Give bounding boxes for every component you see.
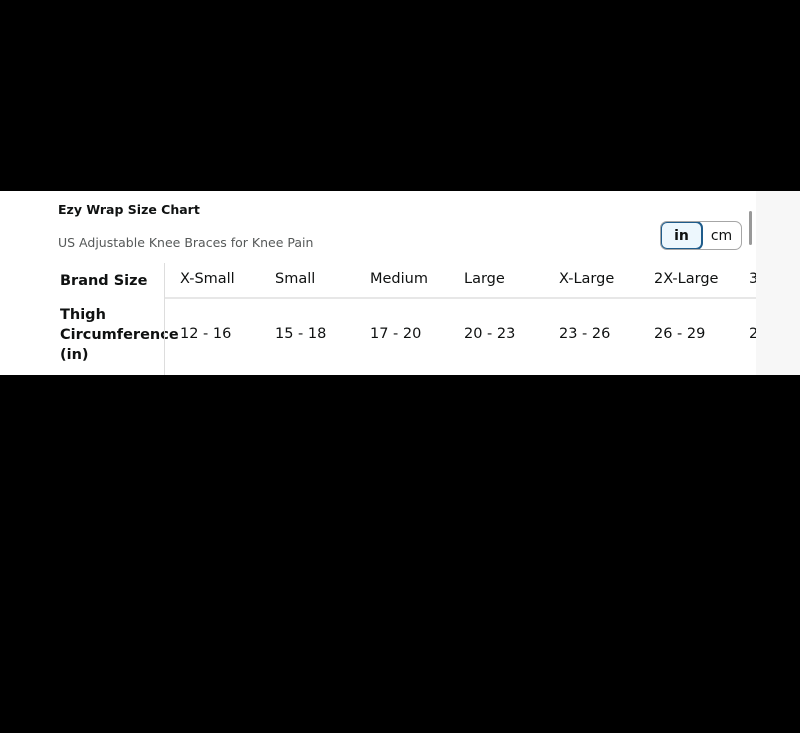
size-header-cell: 2X-Large bbox=[654, 271, 719, 287]
thigh-value-cell: 20 - 23 bbox=[464, 326, 516, 342]
size-header-cell: X-Large bbox=[559, 271, 615, 287]
size-chart-panel: Ezy Wrap Size Chart US Adjustable Knee B… bbox=[0, 191, 756, 375]
row-divider bbox=[165, 297, 756, 299]
column-divider bbox=[164, 263, 165, 375]
size-header-cell: 3 bbox=[749, 271, 756, 287]
thigh-value-cell: 26 - 29 bbox=[654, 326, 706, 342]
row-header-line: Circumference bbox=[60, 327, 179, 343]
chart-subtitle: US Adjustable Knee Braces for Knee Pain bbox=[58, 235, 314, 250]
row-header-brand-size: Brand Size bbox=[60, 273, 148, 289]
thigh-value-cell: 23 - 26 bbox=[559, 326, 611, 342]
thigh-value-cell: 15 - 18 bbox=[275, 326, 327, 342]
row-header-thigh: Thigh Circumference (in) bbox=[60, 305, 179, 365]
thigh-value-cell: 12 - 16 bbox=[180, 326, 232, 342]
scrollbar[interactable] bbox=[749, 211, 752, 245]
row-header-line: Thigh bbox=[60, 307, 106, 323]
size-header-cell: X-Small bbox=[180, 271, 235, 287]
size-header-cell: Small bbox=[275, 271, 316, 287]
thigh-value-cell: 2 bbox=[749, 326, 756, 342]
size-header-cell: Large bbox=[464, 271, 505, 287]
size-header-cell: Medium bbox=[370, 271, 428, 287]
side-gutter bbox=[756, 191, 800, 375]
unit-in-button[interactable]: in bbox=[661, 222, 703, 249]
chart-title: Ezy Wrap Size Chart bbox=[58, 202, 200, 217]
thigh-value-cell: 17 - 20 bbox=[370, 326, 422, 342]
unit-toggle[interactable]: in cm bbox=[660, 221, 742, 250]
unit-cm-button[interactable]: cm bbox=[710, 227, 733, 244]
row-header-line: (in) bbox=[60, 347, 89, 363]
